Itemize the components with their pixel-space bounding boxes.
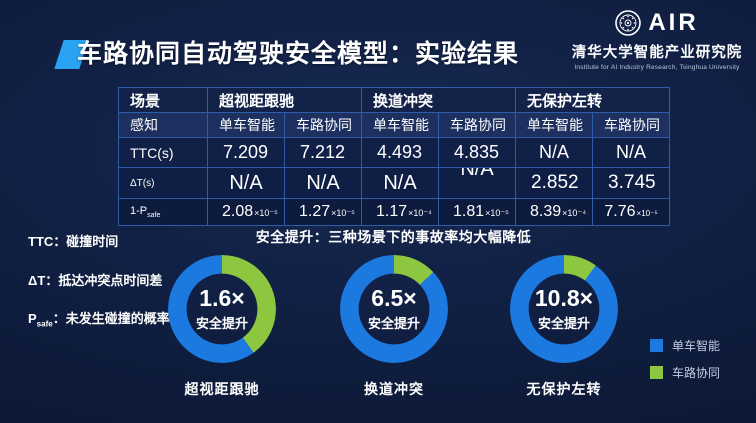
table-row-perception: 感知 单车智能 车路协同 单车智能 车路协同 单车智能 车路协同 [118, 112, 671, 138]
table-cell: 4.835 [438, 137, 517, 168]
chart-legend: 单车智能 车路协同 [650, 337, 720, 391]
table-row-p-safe: 1-Psafe 2.08×10⁻⁵ 1.27×10⁻⁵ 1.17×10⁻⁴ 1.… [118, 198, 671, 226]
table-cell: 7.76×10⁻⁵ [592, 198, 671, 226]
perception-cell: 车路协同 [592, 112, 671, 138]
donut-chart-lane-change: 6.5× 安全提升 [340, 255, 448, 363]
legend-item-single-vehicle: 单车智能 [650, 337, 720, 354]
table-cell: 8.39×10⁻⁴ [515, 198, 594, 226]
table-row-scenario: 场景 超视距跟驰 换道冲突 无保护左转 [118, 87, 671, 113]
row-label-p-safe: 1-Psafe [118, 198, 208, 226]
definition-delta-t: ΔT：抵达冲突点时间差 [28, 272, 163, 288]
donut-ring [510, 255, 618, 363]
donut-ring [168, 255, 276, 363]
row-label-ttc: TTC(s) [118, 137, 208, 168]
legend-swatch-green [650, 366, 663, 379]
table-cell: 3.745 [592, 167, 671, 199]
row-label-delta-t: ΔT(s) [118, 167, 208, 199]
table-cell: 1.27×10⁻⁵ [283, 198, 363, 226]
donut-scenario-label: 超视距跟驰 [184, 381, 260, 397]
institute-name-cn: 清华大学智能产业研究院 [571, 45, 743, 61]
table-row-delta-t: ΔT(s) N/A N/A N/A N/A 2.852 3.745 [118, 167, 671, 199]
perception-cell: 单车智能 [361, 112, 440, 138]
table-cell: 7.209 [207, 137, 285, 168]
donut-scenario-label: 换道冲突 [364, 381, 424, 397]
metric-definitions: TTC：碰撞时间 ΔT：抵达冲突点时间差 Psafe：未发生碰撞的概率 [28, 231, 170, 347]
donut-chart-car-following: 1.6× 安全提升 [168, 255, 276, 363]
table-cell: 1.17×10⁻⁴ [361, 198, 440, 226]
perception-cell: 车路协同 [283, 112, 363, 138]
table-cell: 2.852 [515, 167, 594, 199]
air-institute-logo: AIR 清华大学智能产业研究院 Institute for AI Industr… [564, 7, 750, 71]
donut-center-text: 6.5× 安全提升 [367, 284, 420, 332]
safety-caption: 安全提升：三种场景下的事故率均大幅降低 [255, 229, 532, 245]
scenario-header-cell: 场景 [118, 87, 208, 113]
donut-center-text: 10.8× 安全提升 [534, 284, 594, 332]
donut-chart-left-turn: 10.8× 安全提升 [510, 255, 618, 363]
table-cell: 4.493 [361, 137, 440, 168]
table-cell: N/A [361, 167, 440, 199]
results-table: 场景 超视距跟驰 换道冲突 无保护左转 感知 单车智能 车路协同 单车智能 车路… [118, 87, 671, 226]
table-row-ttc: TTC(s) 7.209 7.212 4.493 4.835 N/A N/A [118, 137, 671, 168]
institute-name-en: Institute for AI Industry Research, Tsin… [574, 64, 740, 71]
donut-ring [340, 255, 448, 363]
scenario-cell: 无保护左转 [515, 87, 671, 113]
perception-cell: 单车智能 [207, 112, 285, 138]
tsinghua-seal-icon [615, 10, 642, 36]
definition-p-safe: Psafe：未发生碰撞的概率 [28, 311, 170, 329]
legend-item-v2x: 车路协同 [650, 364, 720, 381]
table-cell: 7.212 [283, 137, 363, 168]
perception-header-cell: 感知 [118, 112, 208, 138]
table-cell: 1.81×10⁻⁵ [438, 198, 517, 226]
page-title: 车路协同自动驾驶安全模型：实验结果 [77, 40, 520, 68]
scenario-cell: 超视距跟驰 [206, 87, 363, 113]
donut-card-car-following: 1.6× 安全提升 超视距跟驰 [146, 255, 298, 399]
table-cell: N/A [438, 167, 517, 199]
air-wordmark: AIR [648, 9, 699, 36]
perception-cell: 车路协同 [438, 112, 517, 138]
scenario-cell: 换道冲突 [361, 87, 517, 113]
donut-scenario-label: 无保护左转 [526, 381, 602, 397]
table-cell: 2.08×10⁻⁵ [207, 198, 285, 226]
donut-card-left-turn: 10.8× 安全提升 无保护左转 [488, 255, 640, 399]
table-cell: N/A [207, 167, 285, 199]
table-cell: N/A [515, 137, 594, 168]
table-cell: N/A [592, 137, 671, 168]
logo-top-row: AIR [564, 7, 750, 39]
perception-cell: 单车智能 [515, 112, 594, 138]
legend-swatch-blue [650, 339, 663, 352]
definition-ttc: TTC：碰撞时间 [28, 234, 119, 249]
donut-center-text: 1.6× 安全提升 [195, 284, 248, 332]
donut-card-lane-change: 6.5× 安全提升 换道冲突 [318, 255, 470, 399]
table-cell: N/A [283, 167, 363, 199]
